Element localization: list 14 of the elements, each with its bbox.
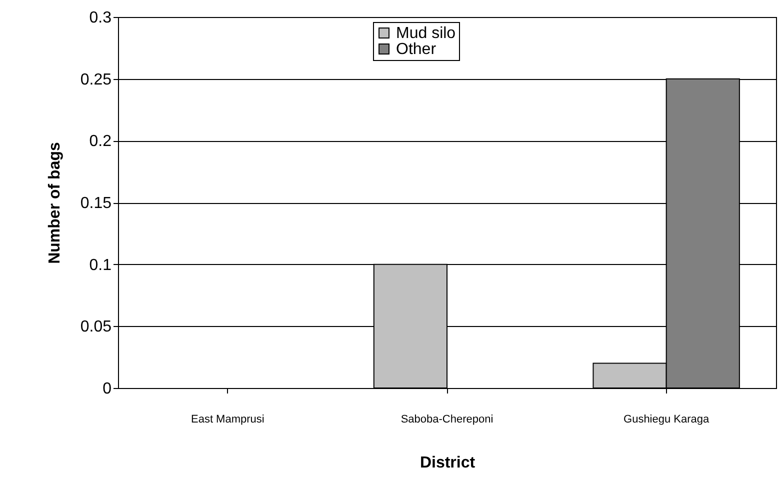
- y-tick-label: 0.3: [89, 10, 112, 26]
- y-tick-label: 0.05: [80, 318, 112, 336]
- x-tick-label: Saboba-Chereponi: [400, 414, 494, 426]
- legend-label: Other: [396, 41, 437, 58]
- y-tick-label: 0: [102, 380, 112, 398]
- y-tick-label: 0.15: [80, 195, 112, 212]
- x-tick-label: Gushiegu Karaga: [624, 414, 710, 426]
- x-axis-title: District: [420, 454, 476, 472]
- y-axis-title: Number of bags: [46, 142, 64, 264]
- legend-label: Mud silo: [396, 25, 456, 42]
- x-tick-label: East Mamprusi: [190, 414, 264, 426]
- y-tick-label: 0.2: [89, 133, 112, 150]
- y-tick-label: 0.1: [89, 256, 112, 274]
- y-tick-label: 0.25: [80, 71, 112, 88]
